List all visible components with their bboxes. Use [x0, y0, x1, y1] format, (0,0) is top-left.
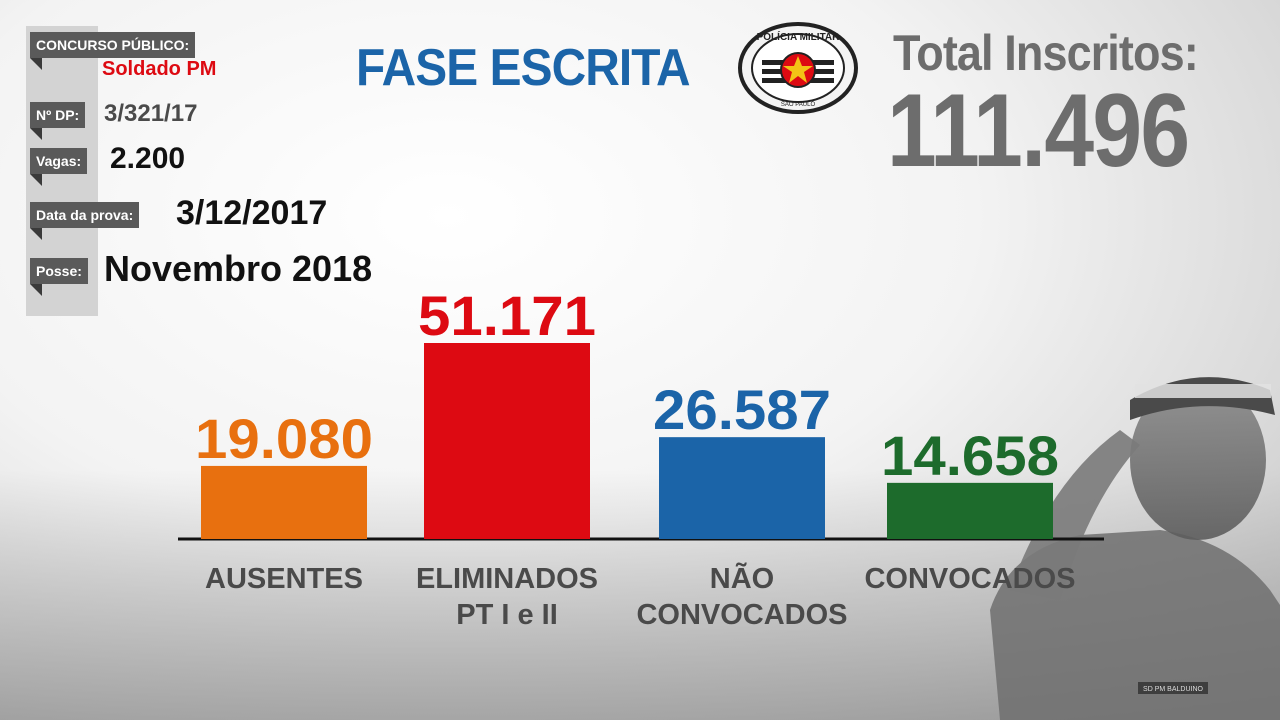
vagas-value: 2.200	[110, 142, 186, 175]
label-fold	[30, 228, 42, 240]
total-inscritos-label: Total Inscritos:	[893, 25, 1199, 81]
label-fold	[30, 58, 42, 70]
category-label: CONVOCADOS	[636, 599, 847, 631]
bar-value-label: 51.171	[418, 284, 596, 347]
concurso-value: Soldado PM	[102, 58, 217, 80]
vagas-label: Vagas:	[30, 148, 88, 174]
category-label: ELIMINADOS	[416, 563, 598, 595]
data-prova-label: Data da prova:	[30, 202, 140, 228]
soldier-photo: SD PM BALDUINO	[990, 377, 1280, 720]
data-prova-value: 3/12/2017	[176, 194, 328, 232]
category-label: NÃO	[710, 561, 774, 595]
label-fold	[30, 284, 42, 296]
category-label: AUSENTES	[205, 563, 363, 595]
dp-value: 3/321/17	[104, 100, 198, 127]
dp-label: Nº DP:	[30, 102, 86, 128]
label-fold	[30, 128, 42, 140]
total-inscritos-value: 111.496	[887, 73, 1190, 189]
label-fold	[30, 174, 42, 186]
badge-bottom-text: SÃO PAULO	[781, 101, 816, 108]
chart-bar	[887, 482, 1053, 539]
chart-bar	[424, 343, 590, 539]
chart-bar	[659, 437, 825, 539]
concurso-label: CONCURSO PÚBLICO:	[30, 32, 196, 58]
police-badge-icon: POLÍCIA MILITAR SÃO PAULO	[738, 22, 858, 114]
bar-value-label: 26.587	[653, 378, 831, 441]
bar-value-label: 19.080	[195, 407, 373, 470]
category-label: CONVOCADOS	[864, 563, 1075, 595]
nameplate-text: SD PM BALDUINO	[1143, 686, 1203, 693]
bar-value-label: 14.658	[881, 424, 1059, 487]
posse-label: Posse:	[30, 258, 88, 284]
posse-value: Novembro 2018	[104, 248, 373, 289]
category-label: PT I e II	[456, 599, 558, 631]
chart-bar	[201, 465, 367, 539]
page-title: FASE ESCRITA	[356, 39, 691, 97]
badge-top-text: POLÍCIA MILITAR	[757, 30, 841, 43]
